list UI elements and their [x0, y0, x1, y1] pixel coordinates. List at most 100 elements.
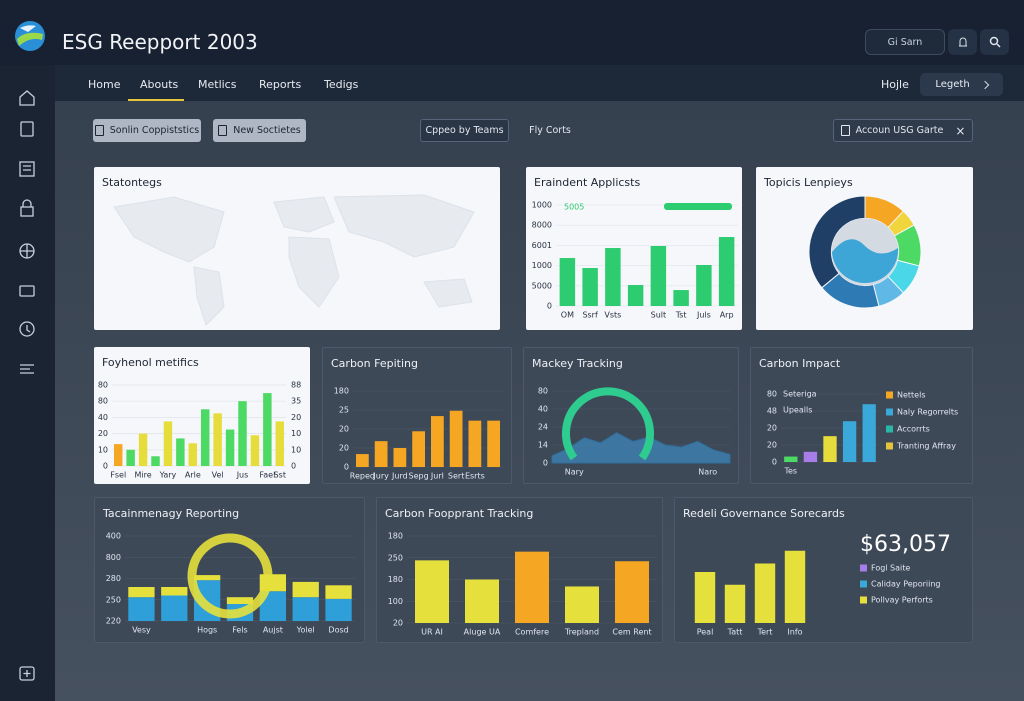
legend-label: Tranting Affray: [896, 442, 956, 451]
x-tick-label: UR AI: [421, 628, 443, 637]
y2-tick-label: 10: [291, 445, 301, 454]
bar: [650, 246, 667, 306]
search-button[interactable]: [980, 29, 1009, 55]
bar: [862, 404, 876, 462]
legend-bar: [664, 203, 732, 210]
bar: [823, 436, 837, 462]
bar: [238, 401, 247, 466]
x-tick-label: Jus: [236, 471, 249, 480]
icon: [840, 125, 850, 136]
bar: [724, 584, 746, 623]
bar: [200, 409, 210, 466]
continent: [423, 278, 473, 308]
bar: [138, 433, 148, 466]
x-tick-label: Info: [787, 628, 802, 637]
y-tick-label: 180: [388, 532, 403, 541]
y2-tick-label: 20: [291, 413, 301, 422]
y-tick-label: 100: [388, 597, 403, 606]
search-text: Gi Sarn: [887, 36, 923, 48]
bar: [803, 451, 818, 462]
y-tick-label: 40: [538, 405, 548, 414]
x-tick-label: Sepg: [409, 472, 429, 481]
panel: 0 20 20 48 80 Tes Seteriga Upealls Nettels Naly R…: [750, 347, 973, 484]
y-tick-label: 1000: [532, 201, 552, 210]
y-tick-label: 800: [106, 553, 121, 562]
continent: [113, 196, 225, 263]
nav-item[interactable]: Abouts: [140, 78, 179, 91]
panel-title: Mackey Tracking: [532, 357, 623, 370]
x-tick-label: Comfere: [515, 628, 549, 637]
bar: [431, 416, 444, 467]
legend-label: 5005: [564, 203, 584, 212]
logo: [15, 21, 45, 51]
y-tick-label: 8000: [532, 221, 552, 230]
y-tick-label: 80: [98, 381, 108, 390]
nav-item[interactable]: Metlics: [198, 78, 237, 91]
legend-swatch: [886, 425, 893, 433]
x-tick-label: Dosd: [328, 626, 348, 635]
continent: [288, 236, 340, 308]
panel-title: Topicis Lenpieys: [764, 176, 853, 189]
y-tick-label: 250: [106, 595, 121, 604]
search-box[interactable]: Gi Sarn: [865, 29, 945, 55]
panel-graphic: 0 10 20 40 80 80 0 10 10 20 35 88 Fsel Mire Yary Arle Ve…: [98, 381, 301, 480]
x-tick-label: Yary: [159, 471, 177, 480]
nav-underline: [128, 99, 184, 101]
bar: [487, 420, 500, 467]
bar: [151, 456, 160, 466]
bar: [605, 248, 621, 306]
x-tick-label: Juls: [696, 311, 711, 320]
x-tick-label: Sst: [274, 471, 286, 480]
y-tick-label: 20: [339, 444, 349, 453]
bar: [176, 438, 185, 466]
nav-item[interactable]: Home: [88, 78, 121, 91]
bar-segment: [325, 598, 352, 621]
bar-segment: [161, 595, 188, 621]
nav-item[interactable]: Tedigs: [324, 78, 359, 91]
legend-label: Fogl Saite: [871, 564, 910, 573]
x-tick-label: Peal: [697, 628, 714, 637]
y2-tick-label: 35: [291, 397, 301, 406]
legend-swatch: [886, 442, 893, 450]
y-tick-label: 180: [388, 575, 403, 584]
panel-graphic: 220 250 280 800 400 Vesy Hogs Fels Aujst Yolel Dos…: [106, 532, 355, 635]
toolbar-button[interactable]: Cppeo by Teams: [420, 119, 509, 142]
panel-graphic: 20 100 180 250 180 UR AI Aluge UA Comfere Trepla…: [388, 532, 657, 637]
nav-link[interactable]: Hojle: [881, 78, 909, 91]
bar-segment: [128, 597, 155, 621]
y-tick-label: 25: [339, 406, 349, 415]
legend-label: Caliday Peporiing: [871, 580, 941, 589]
bar: [784, 456, 798, 462]
x-tick-label: Tes: [783, 467, 797, 476]
y-tick-label: 14: [538, 441, 548, 450]
toolbar-button[interactable]: Sonlin Coppiststics: [93, 119, 201, 142]
world-map: [113, 194, 475, 326]
x-tick-label: Yolel: [296, 626, 315, 635]
y-tick-label: 0: [547, 302, 552, 311]
nav-button-text: Legeth: [935, 79, 970, 90]
y-tick-label: 0: [772, 458, 777, 467]
bar: [468, 420, 482, 467]
panel-graphic: 0 14 24 40 80 Nary Naro: [538, 387, 731, 477]
x-tick-label: Fels: [232, 626, 247, 635]
bar: [559, 258, 576, 306]
x-tick-label: Esrts: [465, 472, 485, 481]
x-tick-label: Arle: [185, 471, 201, 480]
panel: 0 20 20 25 180 Reped Jury Jurd Sepg Jurl Sert Esrts…: [322, 347, 512, 484]
legend-swatch: [860, 564, 867, 572]
area: [551, 432, 731, 464]
nav-button[interactable]: Legeth: [920, 73, 1003, 96]
panel-title: Eraindent Applicsts: [534, 176, 641, 189]
bar-segment: [292, 581, 319, 598]
y-tick-label: 400: [106, 532, 121, 541]
annotation: Seteriga: [783, 390, 817, 399]
toolbar-button[interactable]: New Soctietes: [213, 119, 306, 142]
toolbar-button[interactable]: Accoun USG Garte ×: [833, 119, 973, 142]
nav-item[interactable]: Reports: [259, 78, 302, 91]
toolbar-text: Accoun USG Garte: [855, 125, 944, 136]
bell-button[interactable]: [948, 29, 977, 55]
x-tick-label: Tst: [675, 311, 687, 320]
y2-tick-label: 10: [291, 429, 301, 438]
x-tick-label: Jurl: [430, 472, 444, 481]
toolbar-button[interactable]: Fly Corts: [520, 119, 580, 142]
